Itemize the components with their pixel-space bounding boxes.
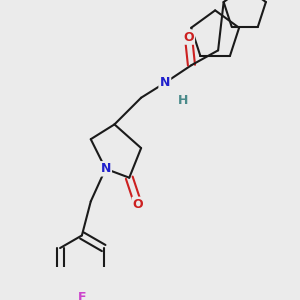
- Text: O: O: [133, 198, 143, 211]
- Text: N: N: [100, 162, 111, 175]
- Text: F: F: [78, 291, 86, 300]
- Text: H: H: [177, 94, 188, 107]
- Text: O: O: [183, 31, 194, 44]
- Text: N: N: [160, 76, 170, 89]
